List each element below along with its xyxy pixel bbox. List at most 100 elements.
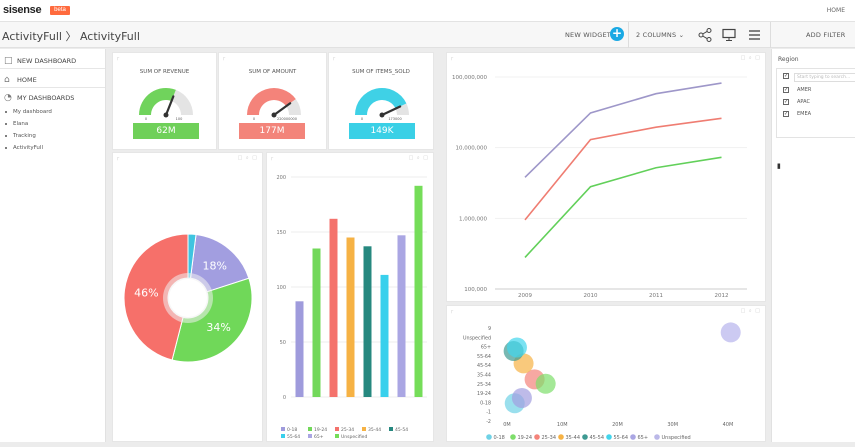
add-filter-button[interactable]: ADD FILTER bbox=[806, 31, 846, 39]
gauge-max-label: 220000000 bbox=[277, 117, 297, 121]
monitor-icon[interactable] bbox=[722, 28, 736, 42]
dashboard-list-item[interactable]: Tracking bbox=[5, 133, 36, 139]
legend-swatch bbox=[308, 427, 312, 431]
new-dashboard-button[interactable]: □ NEW DASHBOARD bbox=[0, 52, 105, 69]
gauge-dial: 0 220000000 bbox=[247, 88, 301, 121]
menu-icon[interactable] bbox=[748, 28, 762, 42]
new-dashboard-icon: □ bbox=[4, 56, 13, 66]
select-all-checkbox[interactable]: ✓ bbox=[783, 73, 789, 79]
new-widget-button[interactable]: NEW WIDGET bbox=[565, 31, 611, 39]
gauge-fill bbox=[247, 88, 296, 115]
gauge-min-label: 0 bbox=[253, 117, 255, 121]
legend-label: 55-64 bbox=[614, 435, 629, 441]
share-icon[interactable] bbox=[698, 28, 712, 42]
legend-label: 45-54 bbox=[395, 427, 408, 433]
legend-label: 19-24 bbox=[314, 427, 327, 433]
sidebar-item-home[interactable]: ⌂ HOME bbox=[0, 71, 105, 88]
dashboard-name: Tracking bbox=[13, 133, 36, 139]
widget-tools[interactable]: □ ⌕ □ bbox=[408, 155, 429, 161]
sidebar-item-my-dashboards[interactable]: ◔ MY DASHBOARDS bbox=[0, 89, 105, 106]
toolbar-divider bbox=[770, 22, 771, 48]
bubble bbox=[511, 387, 532, 408]
add-widget-icon[interactable]: + bbox=[610, 26, 624, 41]
gauge-title: SUM OF REVENUE bbox=[139, 69, 190, 75]
dashboards-icon: ◔ bbox=[4, 93, 12, 103]
legend-label: 45-54 bbox=[590, 435, 605, 441]
gauge-hub bbox=[271, 112, 277, 118]
widget-tools[interactable]: □ ⌕ □ bbox=[740, 308, 761, 314]
y-tick-label: 150 bbox=[276, 230, 286, 236]
columns-dropdown[interactable]: 2 COLUMNS ⌄ bbox=[636, 31, 685, 39]
home-label: HOME bbox=[17, 76, 37, 84]
legend-swatch bbox=[281, 434, 285, 438]
x-tick-label: 10M bbox=[557, 422, 568, 428]
gauge-widget-revenue[interactable]: ┌ SUM OF REVENUE 0 100 62M bbox=[112, 52, 217, 150]
donut-chart-widget[interactable]: ┌ □ ⌕ □ 18% 34% 46% bbox=[112, 152, 263, 442]
pie-data-label: 18% bbox=[203, 260, 227, 273]
legend-label: 55-64 bbox=[287, 434, 300, 440]
gauge-widget-items-sold[interactable]: ┌ SUM OF ITEMS_SOLD 0 173000 149K bbox=[328, 52, 434, 150]
y-tick-label: 100,000,000 bbox=[452, 75, 487, 81]
toolbar-divider bbox=[628, 22, 629, 48]
y-tick-label: 65+ bbox=[481, 345, 491, 351]
legend-label: Unspecified bbox=[341, 434, 367, 440]
widget-tools[interactable]: □ ⌕ □ bbox=[237, 155, 258, 161]
bar bbox=[329, 218, 338, 397]
legend-label: 0-18 bbox=[494, 435, 505, 441]
dashboard-list-item-active[interactable]: ActivityFull bbox=[5, 145, 43, 151]
x-tick-label: 20M bbox=[612, 422, 623, 428]
gauge-value: 62M bbox=[133, 123, 199, 139]
gauge-needle bbox=[272, 102, 292, 117]
legend-swatch bbox=[558, 434, 564, 440]
y-tick-label: 0 bbox=[283, 395, 286, 401]
breadcrumb[interactable]: ActivityFull 〉 ActivityFull bbox=[2, 30, 140, 43]
legend-label: Unspecified bbox=[662, 435, 691, 441]
legend-label: 35-44 bbox=[368, 427, 381, 433]
x-tick-label: 2010 bbox=[584, 293, 598, 299]
y-tick-label: 25-34 bbox=[477, 382, 491, 388]
sisense-logo: sisense bbox=[3, 4, 42, 16]
filter-search-input[interactable]: Start typing to search... bbox=[794, 73, 855, 82]
bar bbox=[295, 301, 304, 397]
widget-tools[interactable]: □ ⌕ □ bbox=[740, 55, 761, 61]
scatter-chart-widget[interactable]: ┌ □ ⌕ □ -2 -1 0-18 19-24 25-34 35-44 45-54 55-6… bbox=[446, 305, 766, 442]
series-line bbox=[524, 117, 722, 221]
region-checkbox[interactable]: ✓ bbox=[783, 87, 789, 93]
home-link[interactable]: HOME bbox=[826, 7, 845, 14]
gauge-dial: 0 173000 bbox=[355, 88, 409, 121]
bar-chart-widget[interactable]: ┌ □ ⌕ □ 0 50 100 150 200 0-18 19-24 25-34 35-44 4… bbox=[266, 152, 434, 442]
bubble-chart: -2 -1 0-18 19-24 25-34 35-44 45-54 55-64 65+ Unsp… bbox=[463, 322, 741, 441]
gauge-widget-amount[interactable]: ┌ SUM OF AMOUNT 0 220000000 177M bbox=[218, 52, 327, 150]
gauge-needle bbox=[164, 95, 175, 117]
x-tick-label: 2011 bbox=[649, 293, 663, 299]
region-option[interactable]: AMER bbox=[797, 87, 812, 93]
gauge-min-label: 0 bbox=[361, 117, 363, 121]
y-tick-label: 19-24 bbox=[477, 391, 491, 397]
dashboard-list-item[interactable]: Elana bbox=[5, 121, 28, 127]
top-bar: sisense beta HOME bbox=[0, 0, 855, 22]
legend-swatch bbox=[362, 427, 366, 431]
gauge-fill bbox=[139, 88, 176, 115]
legend-swatch bbox=[335, 434, 339, 438]
y-tick-label: 200 bbox=[276, 175, 286, 181]
line-chart-widget[interactable]: ┌ □ ⌕ □ 100,000 1,000,000 10,000,000 100,00… bbox=[446, 52, 766, 302]
x-tick-label: 30M bbox=[667, 422, 678, 428]
donut-hole bbox=[169, 279, 207, 317]
left-sidebar: □ NEW DASHBOARD ⌂ HOME ◔ MY DASHBOARDS M… bbox=[0, 49, 106, 442]
region-checkbox[interactable]: ✓ bbox=[783, 111, 789, 117]
bar-chart: 0 50 100 150 200 0-18 19-24 25-34 35-44 45-54 55-6… bbox=[276, 175, 427, 440]
legend-label: 65+ bbox=[638, 435, 649, 441]
bar bbox=[414, 185, 423, 397]
dashboard-toolbar: ActivityFull 〉 ActivityFull NEW WIDGET +… bbox=[0, 22, 855, 48]
region-option[interactable]: APAC bbox=[797, 99, 810, 105]
legend-swatch bbox=[510, 434, 516, 440]
trash-icon[interactable]: ▮ bbox=[777, 162, 781, 170]
beta-badge: beta bbox=[50, 6, 70, 15]
legend-label: 19-24 bbox=[518, 435, 533, 441]
gauge-max-label: 100 bbox=[176, 117, 183, 121]
region-option[interactable]: EMEA bbox=[797, 111, 812, 117]
dashboard-list-item[interactable]: My dashboard bbox=[5, 109, 52, 115]
region-checkbox[interactable]: ✓ bbox=[783, 99, 789, 105]
series-line bbox=[524, 82, 722, 178]
dashboard-name: My dashboard bbox=[13, 109, 52, 115]
